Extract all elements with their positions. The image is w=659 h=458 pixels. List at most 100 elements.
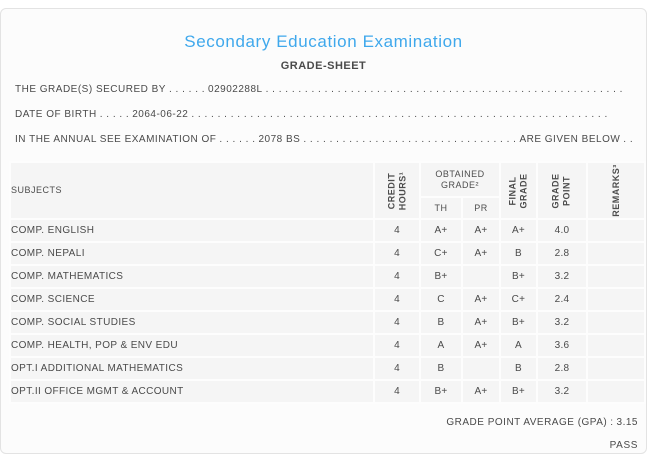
- theory-grade-cell: B: [421, 312, 461, 333]
- credit-hours-cell: 4: [375, 312, 419, 333]
- credit-hours-header-label: CREDIT HOURS¹: [386, 171, 407, 210]
- grade-point-cell: 2.8: [538, 358, 586, 379]
- dotted-filler: . . . . .: [99, 109, 130, 120]
- practical-grade-cell: [463, 358, 499, 379]
- theory-grade-cell: C: [421, 289, 461, 310]
- examination-year-value: 2078 BS: [258, 134, 301, 145]
- grade-secured-label: THE GRADE(S) SECURED BY: [15, 84, 166, 95]
- grade-point-cell: 3.2: [538, 312, 586, 333]
- practical-grade-cell: A+: [463, 289, 499, 310]
- dotted-filler: . . . . . . . . . . . . . . . . . . . . …: [265, 84, 623, 95]
- date-of-birth-line: DATE OF BIRTH. . . . . 2064-06-22. . . . …: [15, 102, 637, 127]
- remarks-cell: [588, 243, 644, 264]
- table-row: OPT.I ADDITIONAL MATHEMATICS 4 B B 2.8: [11, 358, 644, 379]
- practical-grade-cell: [463, 266, 499, 287]
- table-row: COMP. ENGLISH 4 A+ A+ A+ 4.0: [11, 220, 644, 241]
- gpa-separator: :: [610, 417, 614, 428]
- theory-grade-cell: B+: [421, 266, 461, 287]
- obtained-grade-header: OBTAINED GRADE²: [421, 163, 499, 196]
- remarks-cell: [588, 289, 644, 310]
- remarks-cell: [588, 266, 644, 287]
- gpa-label: GRADE POINT AVERAGE (GPA): [446, 417, 608, 428]
- practical-grade-cell: A+: [463, 220, 499, 241]
- practical-grade-cell: A+: [463, 312, 499, 333]
- table-row: COMP. NEPALI 4 C+ A+ B 2.8: [11, 243, 644, 264]
- theory-grade-cell: B: [421, 358, 461, 379]
- final-grade-cell: A: [501, 335, 536, 356]
- grade-point-cell: 4.0: [538, 220, 586, 241]
- theory-grade-cell: C+: [421, 243, 461, 264]
- gpa-summary-line: GRADE POINT AVERAGE (GPA):3.15: [1, 417, 638, 429]
- examination-year-line: IN THE ANNUAL SEE EXAMINATION OF. . . . …: [15, 127, 637, 152]
- grade-point-cell: 2.4: [538, 289, 586, 310]
- gpa-value: 3.15: [616, 417, 638, 428]
- subject-cell: COMP. NEPALI: [11, 243, 373, 264]
- table-row: OPT.II OFFICE MGMT & ACCOUNT 4 B+ A+ B+ …: [11, 381, 644, 402]
- subject-cell: COMP. HEALTH, POP & ENV EDU: [11, 335, 373, 356]
- credit-hours-cell: 4: [375, 220, 419, 241]
- grade-point-cell: 3.2: [538, 381, 586, 402]
- remarks-cell: [588, 335, 644, 356]
- dotted-filler: . . . . . .: [168, 84, 206, 95]
- final-grade-cell: A+: [501, 220, 536, 241]
- final-grade-header-label: FINAL GRADE: [507, 172, 529, 209]
- table-row: COMP. MATHEMATICS 4 B+ B+ 3.2: [11, 266, 644, 287]
- credit-hours-cell: 4: [375, 335, 419, 356]
- final-grade-cell: B: [501, 243, 536, 264]
- table-row: COMP. HEALTH, POP & ENV EDU 4 A A+ A 3.6: [11, 335, 644, 356]
- final-grade-cell: B+: [501, 312, 536, 333]
- remarks-cell: [588, 381, 644, 402]
- are-given-below-label: ARE GIVEN BELOW: [519, 134, 621, 145]
- practical-subheader: PR: [463, 198, 499, 218]
- final-grade-cell: C+: [501, 289, 536, 310]
- symbol-number-value: 02902288L: [208, 84, 263, 95]
- subject-cell: COMP. SCIENCE: [11, 289, 373, 310]
- dotted-filler: . . . . . . . . . . . . . . . . . . . . …: [303, 134, 517, 145]
- subject-cell: OPT.II OFFICE MGMT & ACCOUNT: [11, 381, 373, 402]
- date-of-birth-label: DATE OF BIRTH: [15, 109, 97, 120]
- grade-point-cell: 3.6: [538, 335, 586, 356]
- subjects-header: SUBJECTS: [11, 163, 373, 218]
- examination-label: IN THE ANNUAL SEE EXAMINATION OF: [15, 134, 217, 145]
- remarks-header-label: REMARKS³: [610, 164, 621, 217]
- subject-cell: COMP. SOCIAL STUDIES: [11, 312, 373, 333]
- practical-grade-cell: A+: [463, 381, 499, 402]
- dotted-filler: . . . . . . . . . . . . . . . . . . . . …: [191, 109, 608, 120]
- grade-point-cell: 3.2: [538, 266, 586, 287]
- grade-point-header: GRADE POINT: [538, 163, 586, 218]
- theory-grade-cell: B+: [421, 381, 461, 402]
- credit-hours-cell: 4: [375, 243, 419, 264]
- credit-hours-cell: 4: [375, 266, 419, 287]
- result-status: PASS: [609, 440, 638, 451]
- theory-subheader: TH: [421, 198, 461, 218]
- practical-grade-cell: A+: [463, 243, 499, 264]
- statement-lines: THE GRADE(S) SECURED BY. . . . . . 029022…: [15, 77, 637, 152]
- date-of-birth-value: 2064-06-22: [132, 109, 189, 120]
- page-title: Secondary Education Examination: [184, 32, 463, 51]
- final-grade-cell: B: [501, 358, 536, 379]
- practical-grade-cell: A+: [463, 335, 499, 356]
- table-row: COMP. SOCIAL STUDIES 4 B A+ B+ 3.2: [11, 312, 644, 333]
- subject-cell: OPT.I ADDITIONAL MATHEMATICS: [11, 358, 373, 379]
- grade-sheet-card: Secondary Education Examination GRADE-SH…: [0, 8, 647, 454]
- credit-hours-cell: 4: [375, 381, 419, 402]
- final-grade-cell: B+: [501, 266, 536, 287]
- credit-hours-cell: 4: [375, 289, 419, 310]
- credit-hours-cell: 4: [375, 358, 419, 379]
- subject-cell: COMP. MATHEMATICS: [11, 266, 373, 287]
- remarks-header: REMARKS³: [588, 163, 644, 218]
- remarks-cell: [588, 312, 644, 333]
- dotted-filler: . . . . . .: [219, 134, 256, 145]
- subject-cell: COMP. ENGLISH: [11, 220, 373, 241]
- grades-table: SUBJECTS CREDIT HOURS¹ OBTAINED GRADE² F…: [9, 161, 646, 404]
- dotted-filler: . . .: [623, 134, 637, 145]
- remarks-cell: [588, 220, 644, 241]
- grade-point-cell: 2.8: [538, 243, 586, 264]
- grade-point-header-label: GRADE POINT: [550, 172, 572, 209]
- final-grade-header: FINAL GRADE: [501, 163, 536, 218]
- table-row: COMP. SCIENCE 4 C A+ C+ 2.4: [11, 289, 644, 310]
- final-grade-cell: B+: [501, 381, 536, 402]
- theory-grade-cell: A+: [421, 220, 461, 241]
- credit-hours-header: CREDIT HOURS¹: [375, 163, 419, 218]
- theory-grade-cell: A: [421, 335, 461, 356]
